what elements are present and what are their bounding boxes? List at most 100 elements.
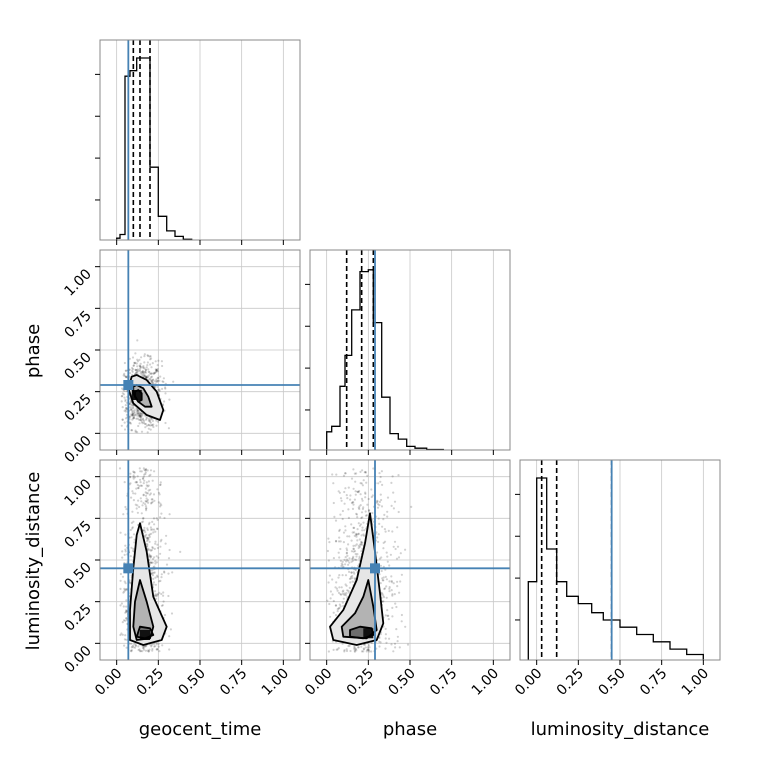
panel-geocent-time-vs-luminosity-distance-point (147, 523, 151, 526)
panel-geocent-time-vs-luminosity-distance-point (121, 575, 125, 578)
panel-geocent-time-vs-phase-point (131, 370, 134, 373)
panel-geocent-time-vs-phase-point (138, 413, 141, 416)
panel-phase-vs-luminosity-distance-point (364, 471, 367, 474)
panel-geocent-time-vs-phase-point (154, 368, 157, 371)
panel-geocent-time-vs-luminosity-distance-point (144, 487, 147, 490)
panel-geocent-time-vs-luminosity-distance-point (137, 486, 140, 489)
panel-phase-vs-luminosity-distance-point (345, 592, 348, 595)
panel-geocent-time-vs-phase-point (155, 368, 158, 372)
panel-phase-vs-luminosity-distance-point (391, 615, 394, 618)
panel-geocent-time-vs-luminosity-distance-point (147, 501, 150, 504)
panel-geocent-time-vs-luminosity-distance-point (129, 528, 132, 532)
ylabel-luminosity-distance: luminosity_distance (23, 472, 44, 651)
panel-geocent-time-vs-phase-point (156, 379, 159, 382)
panel-geocent-time-vs-luminosity-distance-point (134, 492, 137, 495)
panel-geocent-time-vs-luminosity-distance-point (123, 553, 126, 557)
panel-geocent-time-vs-phase-point (136, 408, 139, 411)
panel-geocent-time-vs-luminosity-distance-point (131, 526, 134, 529)
panel-geocent-time-vs-luminosity-distance-point (139, 470, 142, 473)
panel-geocent-time-vs-luminosity-distance-contour-1 (132, 579, 155, 641)
panel-geocent-time-vs-phase-point (142, 366, 145, 369)
panel-phase-vs-luminosity-distance-point (355, 558, 358, 562)
panel-phase-vs-luminosity-distance-point (398, 646, 401, 649)
panel-geocent-time-vs-phase-point (121, 394, 124, 398)
panel-phase-vs-luminosity-distance-point (361, 516, 364, 519)
panel-phase-vs-luminosity-distance-point (359, 470, 362, 473)
panel-geocent-time-vs-luminosity-distance-point (119, 572, 122, 576)
panel-geocent-time-vs-luminosity-distance-point (121, 550, 124, 553)
panel-phase-vs-luminosity-distance-point (364, 470, 367, 474)
panel-geocent-time-vs-luminosity-distance-point (150, 561, 153, 564)
panel-phase-vs-luminosity-distance-point (362, 521, 365, 524)
panel-geocent-time-vs-phase-point (123, 361, 126, 365)
panel-phase-vs-luminosity-distance-point (381, 525, 384, 528)
panel-phase-vs-luminosity-distance-point (388, 564, 391, 567)
panel-phase-vs-luminosity-distance-point (362, 650, 365, 653)
panel-phase-vs-luminosity-distance-point (350, 477, 354, 480)
panel-geocent-time-vs-luminosity-distance-point (149, 469, 153, 472)
panel-geocent-time-vs-luminosity-distance-point (130, 642, 133, 645)
panel-geocent-time-vs-luminosity-distance-point (151, 647, 154, 651)
panel-geocent-time-vs-phase-point (146, 361, 149, 364)
panel-geocent-time-vs-phase-point (149, 377, 152, 380)
panel-geocent-time-vs-luminosity-distance-point (129, 649, 132, 652)
panel-geocent-time-vs-phase-point (156, 364, 159, 367)
panel-phase-vs-luminosity-distance-point (360, 541, 363, 544)
panel-geocent-time-vs-phase-point (149, 355, 152, 358)
panel-phase-vs-luminosity-distance-point (364, 514, 368, 517)
panel-geocent-time-vs-phase-point (144, 374, 147, 377)
panel-phase-vs-luminosity-distance-point (362, 533, 365, 536)
panel-phase-vs-luminosity-distance-point (396, 640, 399, 643)
panel-phase-vs-luminosity-distance-point (359, 493, 362, 496)
panel-phase-vs-luminosity-distance-point (362, 647, 365, 650)
panel-phase-vs-luminosity-distance-point (338, 574, 341, 577)
panel-geocent-time-vs-phase-point (156, 385, 159, 388)
panel-phase-vs-luminosity-distance-point (353, 534, 356, 538)
panel-geocent-time-vs-luminosity-distance-point (125, 588, 128, 591)
panel-phase-vs-luminosity-distance-point (390, 643, 393, 646)
panel-phase-vs-luminosity-distance-point (364, 510, 367, 513)
panel-phase-vs-luminosity-distance-point (380, 591, 383, 594)
panel-phase-vs-luminosity-distance-point (351, 559, 354, 562)
panel-phase-vs-luminosity-distance-point (361, 526, 364, 529)
panel-geocent-time-vs-phase-point (157, 377, 160, 380)
panel-geocent-time-vs-phase-content (100, 250, 300, 450)
hist-phase-step (326, 269, 444, 451)
panel-geocent-time-vs-luminosity-distance-point (125, 605, 128, 608)
panel-phase-vs-luminosity-distance-point (346, 497, 349, 500)
panel-geocent-time-vs-phase-point (139, 414, 142, 417)
panel-phase-vs-luminosity-distance-point (361, 507, 364, 511)
panel-geocent-time-vs-luminosity-distance-point (164, 542, 167, 545)
panel-phase-vs-luminosity-distance-contour-0 (329, 512, 385, 646)
panel-geocent-time-vs-luminosity-distance-point (146, 492, 149, 495)
panel-phase-vs-luminosity-distance-point (344, 594, 347, 597)
panel-phase-vs-luminosity-distance-point (358, 545, 361, 548)
panel-phase-vs-luminosity-distance-peak (363, 628, 374, 639)
panel-geocent-time-vs-luminosity-distance-point (133, 538, 136, 541)
panel-geocent-time-vs-phase-point (147, 419, 150, 422)
panel-phase-vs-luminosity-distance-point (370, 488, 373, 491)
panel-geocent-time-vs-phase-point (148, 355, 151, 358)
panel-phase-vs-luminosity-distance-point (386, 555, 389, 558)
panel-phase-vs-luminosity-distance-point (333, 515, 336, 519)
panel-geocent-time-vs-luminosity-distance-point (163, 516, 166, 520)
panel-phase-vs-luminosity-distance-point (377, 482, 380, 485)
panel-phase-vs-luminosity-distance-point (338, 586, 341, 589)
panel-geocent-time-vs-luminosity-distance-point (159, 540, 162, 543)
panel-phase-vs-luminosity-distance-point (341, 563, 344, 567)
panel-geocent-time-vs-phase-point (150, 376, 153, 379)
panel-geocent-time-vs-luminosity-distance-point (149, 561, 152, 564)
panel-geocent-time-vs-phase-point (139, 372, 142, 375)
panel-phase-vs-luminosity-distance-point (378, 640, 381, 643)
panel-geocent-time-vs-luminosity-distance-point (135, 487, 138, 490)
panel-geocent-time-vs-luminosity-distance-point (159, 579, 162, 583)
panel-geocent-time-vs-phase-point (142, 375, 146, 378)
panel-phase-vs-luminosity-distance-point (344, 574, 348, 577)
panel-geocent-time-vs-phase-point (147, 427, 150, 430)
panel-geocent-time-vs-luminosity-distance-point (142, 477, 145, 480)
panel-phase-vs-luminosity-distance-point (378, 522, 381, 526)
panel-geocent-time-vs-luminosity-distance-point (165, 534, 168, 537)
panel-phase-vs-luminosity-distance-point (357, 544, 360, 548)
panel-phase-vs-luminosity-distance-point (370, 650, 373, 653)
